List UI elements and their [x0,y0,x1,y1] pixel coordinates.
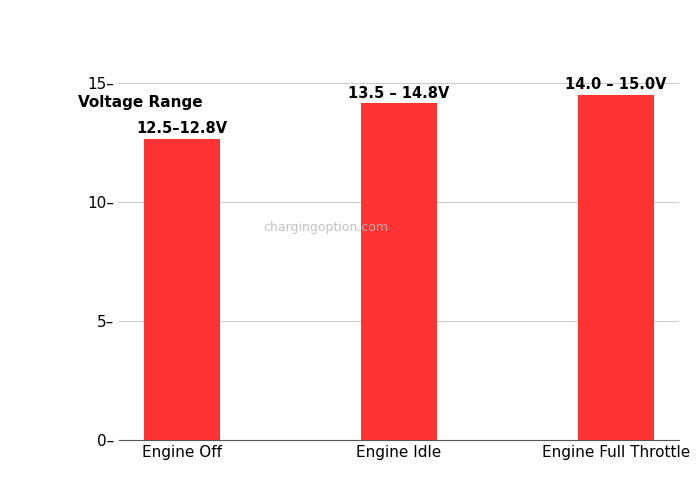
Bar [361,103,437,440]
Text: 14.0 – 15.0V: 14.0 – 15.0V [565,78,666,92]
Bar [578,95,654,440]
Text: 12.5–12.8V: 12.5–12.8V [136,122,228,136]
Text: chargingoption.com: chargingoption.com [264,222,388,234]
Text: Voltage Range: Voltage Range [78,95,203,110]
Bar [144,139,220,440]
Text: 13.5 – 14.8V: 13.5 – 14.8V [349,86,449,100]
